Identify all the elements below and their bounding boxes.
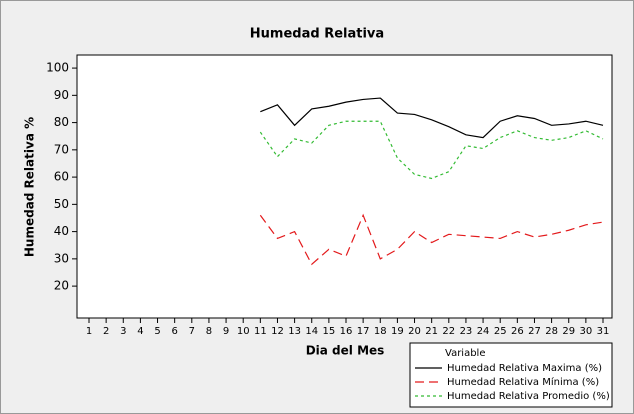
legend-title: Variable — [445, 348, 486, 359]
x-tick-label: 14 — [305, 326, 318, 337]
x-tick-label: 13 — [288, 326, 301, 337]
x-tick-label: 30 — [579, 326, 592, 337]
y-tick-label: 50 — [54, 197, 69, 211]
x-tick-label: 31 — [597, 326, 610, 337]
legend-box — [409, 342, 613, 408]
legend-label: Humedad Relativa Maxima (%) — [447, 363, 602, 374]
y-tick-label: 100 — [46, 61, 69, 75]
x-tick-label: 11 — [254, 326, 267, 337]
x-tick-label: 28 — [545, 326, 558, 337]
y-tick-label: 60 — [54, 170, 69, 184]
x-tick-label: 16 — [340, 326, 353, 337]
legend-label: Humedad Relativa Mínima (%) — [447, 376, 599, 388]
x-tick-label: 22 — [442, 326, 455, 337]
x-tick-label: 27 — [528, 326, 541, 337]
x-tick-label: 3 — [120, 326, 126, 337]
x-tick-label: 6 — [171, 326, 177, 337]
series-line — [259, 120, 604, 180]
x-tick-label: 7 — [189, 326, 195, 337]
y-tick-label: 80 — [54, 115, 69, 129]
x-tick-label: 18 — [374, 326, 387, 337]
x-tick-label: 12 — [271, 326, 284, 337]
x-tick-label: 19 — [391, 326, 404, 337]
legend-label: Humedad Relativa Promedio (%) — [447, 391, 610, 402]
x-tick-label: 23 — [460, 326, 473, 337]
x-tick-label: 5 — [154, 326, 160, 337]
x-tick-label: 2 — [103, 326, 109, 337]
x-tick-label: 1 — [86, 326, 92, 337]
x-tick-label: 21 — [425, 326, 438, 337]
x-tick-label: 24 — [477, 326, 490, 337]
x-tick-label: 25 — [494, 326, 507, 337]
x-tick-label: 15 — [322, 326, 335, 337]
x-tick-label: 17 — [357, 326, 370, 337]
y-tick-label: 70 — [54, 142, 69, 156]
chart-title: Humedad Relativa — [250, 27, 384, 42]
plot-area — [76, 54, 613, 319]
y-tick-label: 40 — [54, 224, 69, 238]
x-tick-label: 20 — [408, 326, 421, 337]
series-line — [259, 213, 604, 266]
y-tick-label: 20 — [54, 279, 69, 293]
x-axis-label: Dia del Mes — [306, 344, 385, 358]
x-tick-label: 26 — [511, 326, 524, 337]
x-tick-label: 4 — [137, 326, 143, 337]
y-axis-label: Humedad Relativa % — [23, 117, 37, 257]
series-line — [260, 97, 604, 139]
x-tick-label: 29 — [562, 326, 575, 337]
x-tick-label: 10 — [237, 326, 250, 337]
y-tick-label: 30 — [54, 251, 69, 265]
x-tick-label: 8 — [206, 326, 212, 337]
x-tick-label: 9 — [223, 326, 229, 337]
y-tick-label: 90 — [54, 88, 69, 102]
